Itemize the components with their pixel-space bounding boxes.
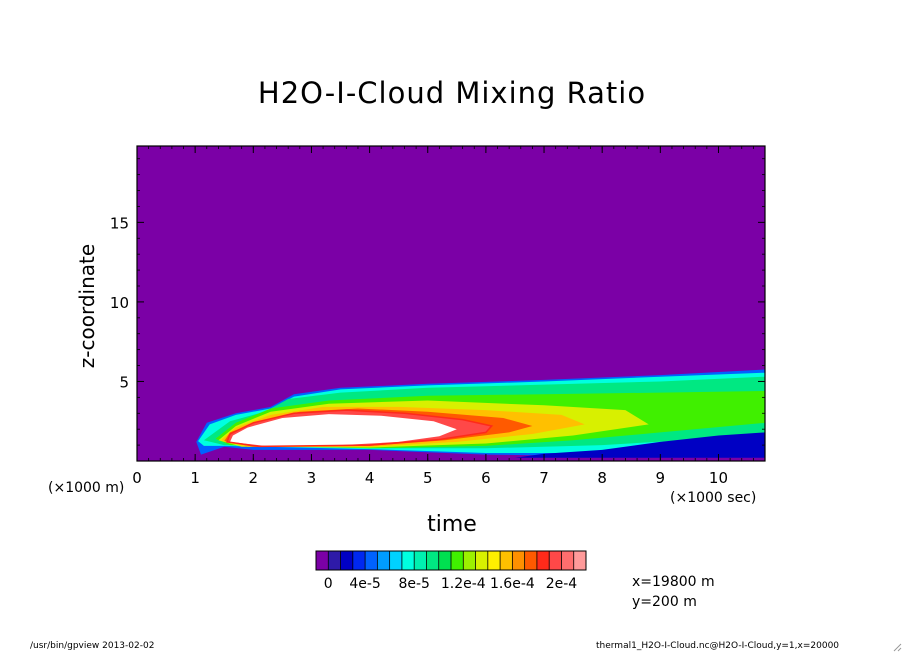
- colorbar-cell: [377, 551, 390, 570]
- x-tick-label: 2: [249, 469, 259, 487]
- contour-low-band: [515, 432, 765, 458]
- footer-left: /usr/bin/gpview 2013-02-02: [30, 641, 155, 651]
- x-unit-note: (×1000 sec): [670, 490, 757, 506]
- footer-right: thermal1_H2O-I-Cloud.nc@H2O-I-Cloud,y=1,…: [596, 641, 840, 651]
- resize-grip-icon[interactable]: [892, 642, 902, 652]
- colorbar-tick-label: 0: [324, 576, 333, 592]
- y-tick-label: 5: [119, 373, 129, 391]
- colorbar-tick-label: 1.2e-4: [441, 576, 486, 592]
- colorbar-cell: [475, 551, 489, 570]
- x-tick-label: 7: [539, 469, 549, 487]
- colorbar-cell: [389, 551, 403, 570]
- colorbar-cell: [573, 551, 587, 570]
- colorbar-cell: [549, 551, 562, 570]
- x-tick-label: 8: [597, 469, 607, 487]
- colorbar-tick-label: 8e-5: [398, 576, 429, 592]
- x-tick-label: 9: [656, 469, 666, 487]
- x-tick-label: 3: [307, 469, 317, 487]
- cloud-contours: [196, 369, 765, 458]
- annotation-x: x=19800 m: [632, 574, 715, 590]
- x-tick-label: 4: [365, 469, 375, 487]
- colorbar-cell: [524, 551, 538, 570]
- x-tick-label: 6: [481, 469, 491, 487]
- y-unit-note: (×1000 m): [48, 480, 125, 496]
- colorbar-cell: [426, 551, 440, 570]
- chart-title: H2O-I-Cloud Mixing Ratio: [257, 76, 647, 110]
- y-tick-label: 15: [110, 214, 129, 232]
- colorbar-cell: [463, 551, 476, 570]
- colorbar-tick-label: 2e-4: [546, 576, 578, 592]
- x-tick-label: 1: [190, 469, 200, 487]
- y-axis-ticks: 5 10 15: [110, 158, 765, 446]
- x-tick-label: 0: [132, 469, 142, 487]
- colorbar-cell: [500, 551, 513, 570]
- x-axis-label: time: [427, 512, 477, 537]
- colorbar-tick-label: 4e-5: [349, 576, 380, 592]
- x-tick-label: 10: [709, 469, 728, 487]
- colorbar-cell: [401, 551, 415, 570]
- colorbar-cell: [512, 551, 525, 570]
- colorbar-cell: [536, 551, 550, 570]
- colorbar-cell: [561, 551, 575, 570]
- contour-core-edge: [226, 409, 494, 448]
- colorbar-frame: [315, 550, 587, 571]
- y-tick-label: 10: [110, 294, 129, 312]
- colorbar: 0 4e-5 8e-5 1.2e-4 1.6e-4 2e-4: [315, 550, 587, 592]
- colorbar-cell: [316, 551, 329, 570]
- colorbar-tick-label: 1.6e-4: [490, 576, 535, 592]
- colorbar-cell: [414, 551, 427, 570]
- colorbar-cell: [451, 551, 464, 570]
- x-axis-ticks: 0 1 2 3 4 5 6 7 8 9 10: [132, 146, 766, 487]
- contour-level-8: [230, 414, 457, 446]
- y-axis-label: z-coordinate: [75, 243, 99, 369]
- colorbar-cell: [328, 551, 341, 570]
- colorbar-cell: [487, 551, 501, 570]
- colorbar-cell: [365, 551, 378, 570]
- annotation-y: y=200 m: [632, 594, 697, 610]
- colorbar-cell: [438, 551, 452, 570]
- x-tick-label: 5: [423, 469, 433, 487]
- colorbar-cell: [352, 551, 366, 570]
- colorbar-cell: [340, 551, 354, 570]
